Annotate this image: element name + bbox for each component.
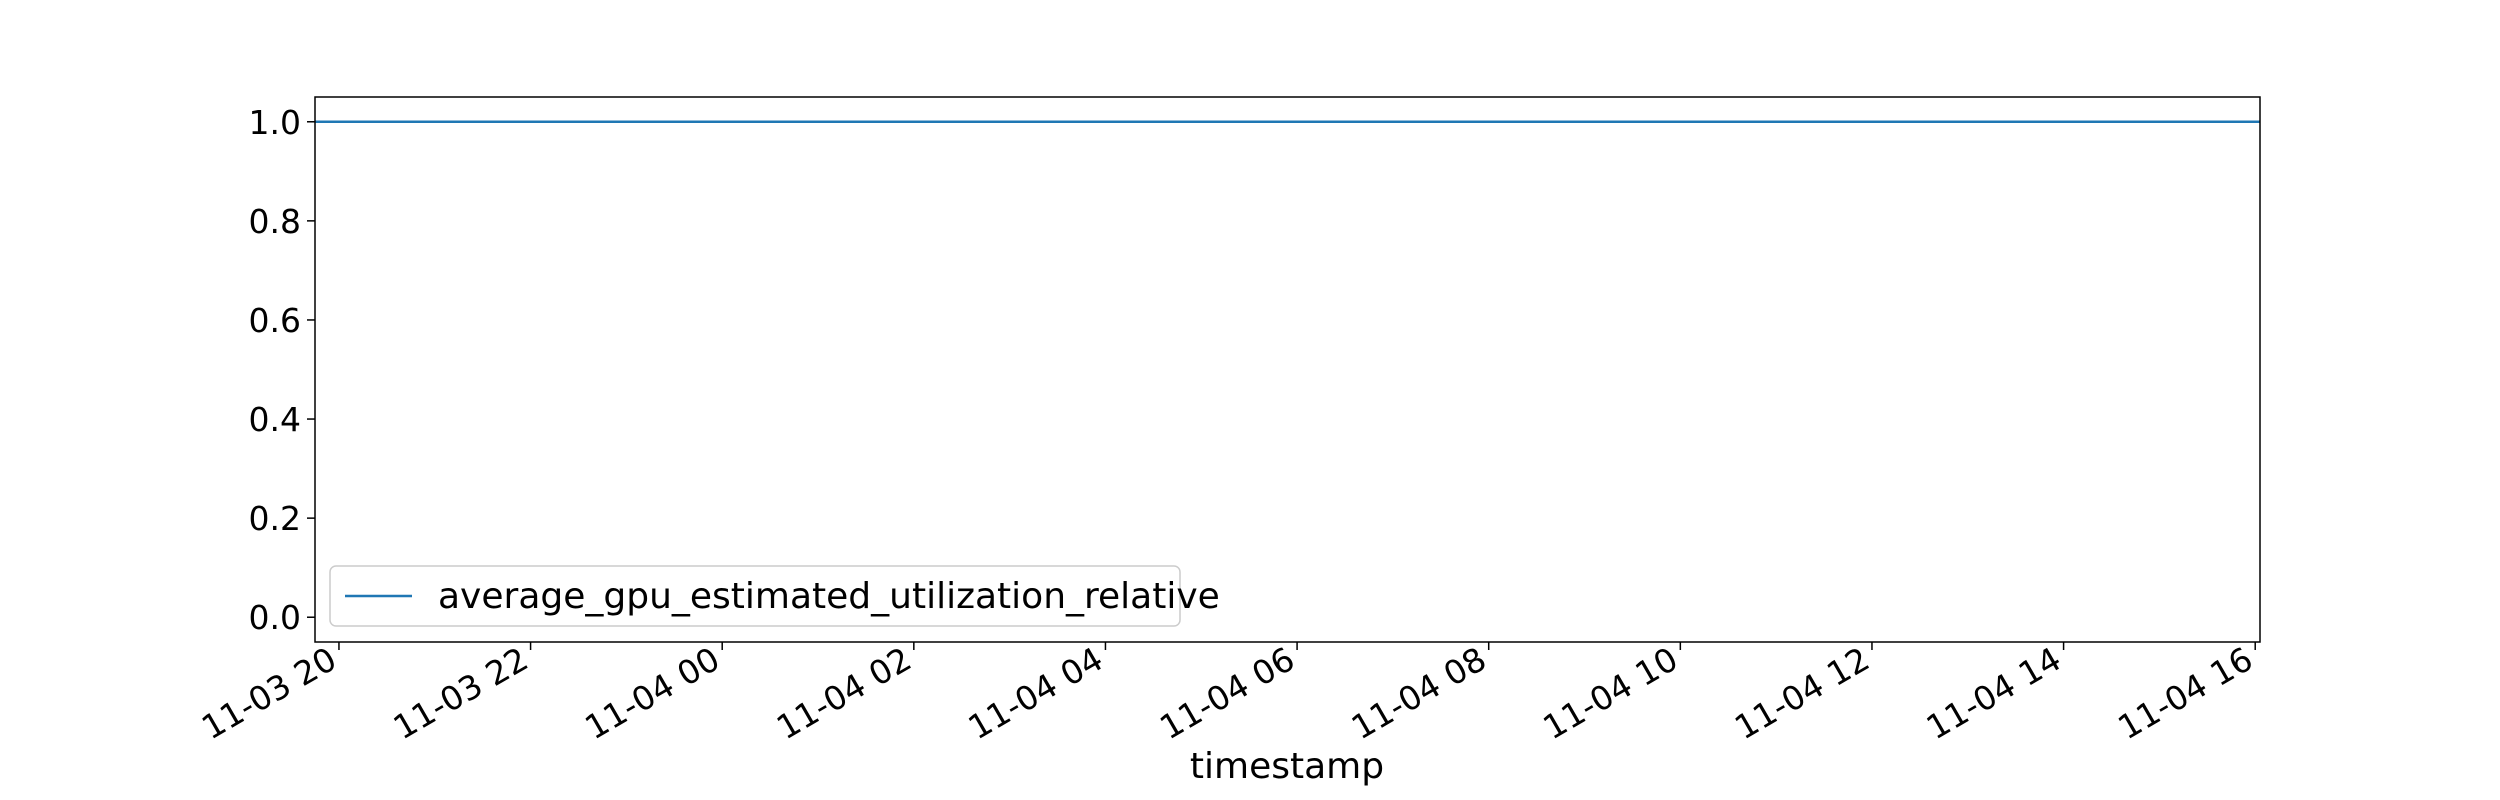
- x-axis-ticks: 11-03 20 11-03 22 11-04 00 11-04 02 11-04 04…: [195, 639, 2259, 747]
- y-tick-label: 0.8: [249, 202, 301, 241]
- y-axis-ticks: 0.0 0.2 0.4 0.6 0.8 1.0: [249, 103, 315, 637]
- x-tick-label: 11-04 14: [1920, 639, 2068, 747]
- y-tick-label: 0.6: [249, 301, 301, 340]
- x-tick-label: 11-04 12: [1728, 639, 1876, 747]
- legend-box: [329, 565, 1181, 627]
- x-tick-label: 11-04 00: [578, 639, 726, 747]
- y-tick-label: 0.2: [249, 499, 301, 538]
- plot-frame: [314, 96, 2261, 643]
- plot-area: [315, 97, 2260, 642]
- x-tick-label: 11-04 06: [1153, 639, 1301, 747]
- legend: average_gpu_estimated_utilization_relati…: [329, 565, 1220, 627]
- y-tick-label: 0.0: [249, 598, 301, 637]
- x-tick-label: 11-04 10: [1536, 639, 1684, 747]
- y-tick-label: 1.0: [249, 103, 301, 142]
- x-tick-label: 11-04 04: [961, 639, 1109, 747]
- x-tick-label: 11-03 22: [387, 639, 535, 747]
- x-tick-label: 11-03 20: [195, 639, 343, 747]
- legend-label: average_gpu_estimated_utilization_relati…: [438, 576, 1220, 617]
- x-tick-label: 11-04 16: [2111, 639, 2259, 747]
- y-tick-label: 0.4: [249, 400, 301, 439]
- x-tick-label: 11-04 08: [1345, 639, 1493, 747]
- x-axis-title: timestamp: [1190, 746, 1384, 787]
- x-tick-label: 11-04 02: [770, 639, 918, 747]
